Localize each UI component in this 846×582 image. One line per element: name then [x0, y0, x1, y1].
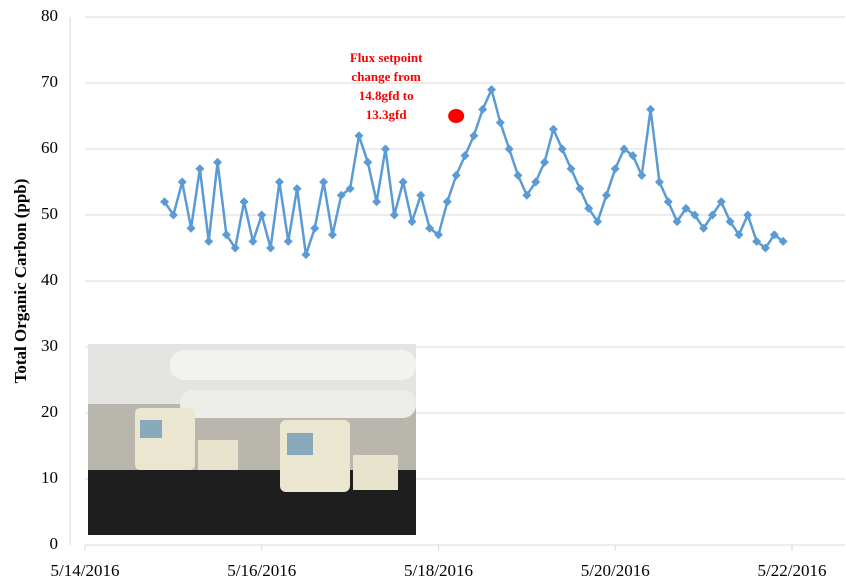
data-point — [461, 151, 470, 160]
data-point — [390, 211, 399, 220]
x-tick-label: 5/22/2016 — [758, 561, 827, 580]
data-point — [540, 158, 549, 167]
data-point — [187, 224, 196, 233]
y-tick-label: 0 — [50, 534, 59, 553]
y-tick-label: 40 — [41, 270, 58, 289]
y-tick-label: 10 — [41, 468, 58, 487]
x-tick-label: 5/14/2016 — [51, 561, 120, 580]
data-line — [165, 90, 784, 255]
x-tick-label: 5/18/2016 — [404, 561, 473, 580]
data-point — [301, 250, 310, 259]
data-point — [240, 197, 249, 206]
data-point — [469, 131, 478, 140]
data-point — [416, 191, 425, 200]
data-point — [372, 197, 381, 206]
photo-screen — [140, 420, 162, 438]
data-point — [275, 178, 284, 187]
data-point — [381, 145, 390, 154]
data-point — [319, 178, 328, 187]
x-tick-label: 5/20/2016 — [581, 561, 650, 580]
y-tick-label: 60 — [41, 138, 58, 157]
photo-module — [198, 440, 238, 470]
data-point — [248, 237, 257, 246]
data-point — [407, 217, 416, 226]
photo-pipe — [170, 350, 416, 380]
data-point — [284, 237, 293, 246]
data-point — [743, 211, 752, 220]
y-tick-label: 50 — [41, 204, 58, 223]
data-point — [354, 131, 363, 140]
photo-pipe — [180, 390, 416, 418]
data-point — [328, 230, 337, 239]
x-tick-label: 5/16/2016 — [227, 561, 296, 580]
photo-analyzer — [135, 408, 195, 470]
photo-analyzer — [280, 420, 350, 492]
data-point — [452, 171, 461, 180]
data-point — [602, 191, 611, 200]
data-point — [195, 164, 204, 173]
annotation-text: 14.8gfd to — [359, 88, 414, 103]
data-point — [514, 171, 523, 180]
photo-module — [353, 455, 398, 490]
y-tick-label: 80 — [41, 6, 58, 25]
data-point — [310, 224, 319, 233]
y-tick-label: 20 — [41, 402, 58, 421]
data-point — [505, 145, 514, 154]
data-point — [266, 244, 275, 253]
annotation-text: 13.3gfd — [366, 107, 408, 122]
data-point — [487, 85, 496, 94]
page: Total Organic Carbon (ppb) 0 10 20 30 40 50 60… — [0, 0, 846, 582]
data-point — [558, 145, 567, 154]
data-point — [213, 158, 222, 167]
data-point — [478, 105, 487, 114]
annotation-text: Flux setpoint — [350, 50, 423, 65]
annotation-marker — [448, 109, 464, 123]
data-point — [567, 164, 576, 173]
data-point — [257, 211, 266, 220]
data-point — [496, 118, 505, 127]
annotation-text: change from — [351, 69, 421, 84]
data-point — [204, 237, 213, 246]
data-point — [443, 197, 452, 206]
data-point — [178, 178, 187, 187]
data-point — [363, 158, 372, 167]
y-tick-label: 70 — [41, 72, 58, 91]
data-point — [664, 197, 673, 206]
data-point — [646, 105, 655, 114]
data-point — [637, 171, 646, 180]
photo-inset — [88, 344, 416, 535]
data-point — [293, 184, 302, 193]
chart: Total Organic Carbon (ppb) 0 10 20 30 40 50 60… — [0, 0, 846, 582]
y-axis-label: Total Organic Carbon (ppb) — [11, 179, 30, 384]
data-point — [399, 178, 408, 187]
photo-screen — [287, 433, 313, 455]
data-point — [655, 178, 664, 187]
data-point — [611, 164, 620, 173]
data-point — [575, 184, 584, 193]
data-point — [549, 125, 558, 134]
y-tick-label: 30 — [41, 336, 58, 355]
